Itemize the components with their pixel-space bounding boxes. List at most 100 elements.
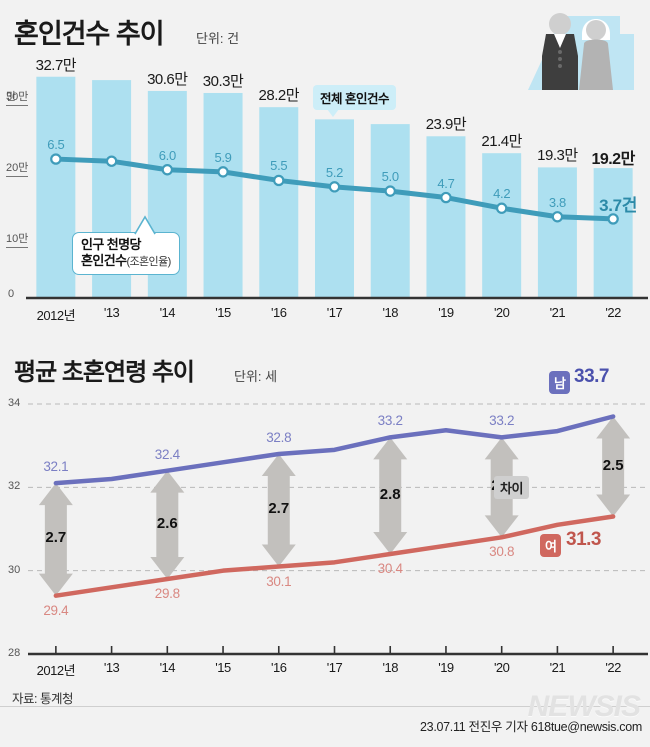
line-value-label: 3.8 — [548, 194, 566, 210]
line-point — [607, 213, 619, 225]
source-note: 자료: 통계청 — [12, 692, 73, 706]
male-legend-badge: 남 — [549, 371, 571, 394]
line-value-label: 5.0 — [381, 169, 399, 185]
male-value-label: 32.1 — [43, 459, 69, 475]
c1-xtick: '14 — [159, 305, 176, 320]
male-value-label: 32.8 — [266, 430, 292, 445]
male-value-label: 33.2 — [377, 413, 403, 429]
bar-value-label: 32.7만 — [35, 56, 77, 74]
c1-xtick: '19 — [438, 305, 454, 320]
c1-ytick: 20만 — [6, 159, 29, 177]
bar-value-label: 21.4만 — [481, 133, 522, 151]
c1-xtick: 2012년 — [36, 308, 76, 323]
footer-divider — [0, 706, 650, 707]
bar — [315, 119, 354, 298]
callout-tail — [327, 109, 339, 117]
difference-value-label: 2.5 — [602, 456, 624, 474]
difference-value-label: 2.6 — [156, 514, 178, 532]
c1-ytick: 30만 — [6, 88, 29, 106]
wedding-couple-icon — [514, 4, 640, 100]
difference-arrow — [150, 470, 185, 579]
difference-arrow-group — [38, 416, 631, 596]
bar-value-label: 30.3만 — [202, 72, 244, 90]
line-point — [384, 185, 396, 197]
c2-xtick: '21 — [549, 660, 566, 675]
difference-arrow — [596, 416, 631, 517]
chart2-canvas — [28, 403, 648, 656]
total-marriages-callout: 전체 혼인건수 — [313, 85, 396, 117]
c2-axis-group — [28, 646, 648, 656]
c2-ytick: 28 — [8, 647, 21, 659]
male-age-line — [53, 414, 616, 486]
bar-value-label: 23.9만 — [425, 116, 467, 134]
c2-ytick: 34 — [8, 397, 21, 409]
female-age-line — [53, 514, 616, 598]
line-point — [495, 202, 508, 214]
c2-xtick: '14 — [159, 660, 176, 675]
bar — [537, 167, 577, 298]
difference-chip: 차이 — [494, 476, 529, 499]
gridline-group — [28, 403, 648, 572]
difference-value-label: 2.8 — [379, 485, 401, 503]
section1-title: 혼인건수 추이 — [14, 19, 165, 49]
c1-ytick: 10만 — [6, 230, 29, 248]
c1-xtick: '13 — [103, 305, 120, 320]
bar-value-label: 30.6만 — [147, 70, 188, 88]
female-legend-badge: 여 — [540, 534, 562, 557]
line-point — [273, 174, 285, 187]
bar — [482, 153, 522, 298]
marriage-count-chart: 혼인건수 추이 단위: 건 만 30만 20만 10만 0 32.7만 30.6만 30.… — [0, 0, 650, 340]
c2-xtick: '16 — [271, 660, 287, 675]
crude-rate-callout: 인구 천명당 혼인건수(조혼인율) — [72, 215, 180, 275]
c2-ytick: 30 — [8, 563, 21, 576]
c1-xtick: '21 — [549, 305, 566, 320]
difference-value-label: 2.7 — [45, 529, 67, 547]
female-value-label: 30.8 — [489, 544, 515, 560]
crude-rate-callout-line2: 혼인건수 — [81, 253, 127, 269]
bar — [36, 76, 76, 298]
c2-xtick: '13 — [103, 660, 120, 675]
line-value-label: 4.2 — [493, 186, 511, 202]
bar-value-label: 19.2만 — [591, 151, 635, 169]
c1-xtick: '15 — [215, 305, 231, 320]
section2-title: 평균 초혼연령 추이 — [14, 359, 195, 386]
line-value-label: 5.2 — [325, 164, 344, 180]
bar — [370, 124, 410, 298]
c1-ytick: 0 — [8, 288, 15, 300]
c2-xtick: '17 — [326, 660, 343, 675]
c1-xtick: '17 — [326, 305, 343, 320]
c1-xtick: '22 — [605, 305, 621, 320]
first-marriage-age-chart: 평균 초혼연령 추이 단위: 세 34 32 30 28 32.1 32.4 32.8 33… — [0, 348, 650, 678]
c2-xtick: '20 — [493, 660, 510, 675]
crude-rate-callout-note: (조혼인율) — [126, 256, 171, 269]
line-value-label: 5.5 — [270, 158, 288, 174]
total-marriages-callout-label: 전체 혼인건수 — [320, 92, 389, 106]
line-value-label: 3.7건 — [599, 195, 638, 215]
bar — [426, 136, 466, 298]
bar-value-label: 19.3만 — [537, 147, 578, 165]
female-value-label: 29.8 — [154, 586, 180, 601]
female-value-label: 30.1 — [266, 573, 292, 589]
line-value-label: 6.0 — [158, 147, 176, 163]
c2-xtick: 2012년 — [36, 663, 76, 678]
male-value-label: 33.2 — [489, 413, 515, 429]
line-point — [440, 191, 452, 204]
line-point-group — [50, 153, 619, 225]
c1-xtick: '18 — [382, 305, 398, 320]
c2-xtick: '22 — [605, 660, 621, 675]
c2-ytick: 32 — [8, 480, 21, 493]
line-point — [217, 166, 229, 178]
section2-unit: 단위: 세 — [234, 369, 278, 384]
difference-arrow — [373, 437, 408, 554]
line-value-label: 6.5 — [47, 137, 65, 153]
line-point — [551, 211, 564, 223]
byline: 23.07.11 전진우 기자 618tue@newsis.com — [420, 720, 642, 734]
female-value-label: 30.4 — [377, 561, 403, 576]
c2-xtick: '18 — [382, 660, 398, 675]
bar — [203, 92, 243, 298]
line-value-label: 5.9 — [214, 149, 232, 165]
section1-unit: 단위: 건 — [196, 31, 240, 46]
female-value-label: 29.4 — [43, 602, 69, 618]
line-point — [105, 155, 118, 167]
